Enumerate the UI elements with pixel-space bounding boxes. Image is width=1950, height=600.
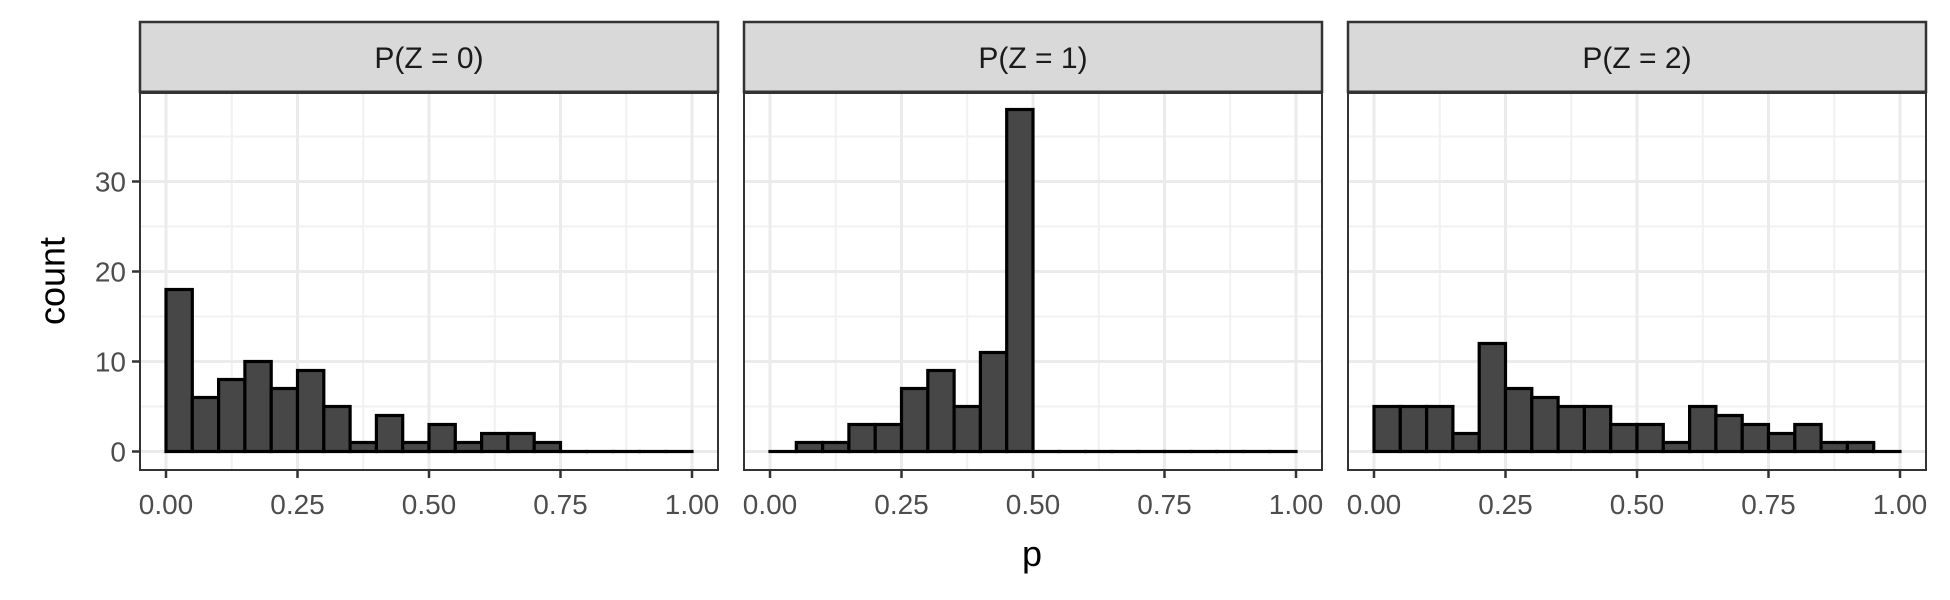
histogram-bar (322, 404, 352, 454)
x-tick-label: 0.00 (139, 489, 194, 520)
x-axis-title: p (1022, 533, 1042, 574)
histogram-bar (295, 368, 326, 454)
histogram-bar (480, 431, 510, 454)
facet-strip (138, 20, 720, 94)
histogram-bar (190, 395, 221, 454)
x-tick-label: 0.25 (270, 489, 325, 520)
x-tick-label: 0.25 (874, 489, 929, 520)
histogram-bar (794, 440, 825, 454)
histogram-bar (952, 404, 982, 454)
histogram-bar (1740, 422, 1771, 454)
histogram-bar (243, 359, 273, 454)
histogram-bar (401, 440, 431, 454)
histogram-bar (506, 431, 536, 454)
histogram-bar (899, 386, 930, 454)
histogram-bar (1582, 404, 1613, 454)
y-tick-label: 30 (95, 167, 126, 198)
y-axis-title: count (32, 237, 73, 325)
histogram-bar (873, 422, 904, 454)
histogram-bar (926, 368, 956, 454)
facet-strip (742, 20, 1324, 94)
histogram-bar (978, 350, 1009, 454)
histogram-bar (1687, 404, 1718, 454)
histogram-bar (1503, 386, 1534, 454)
facet-strip-label: P(Z = 0) (374, 42, 483, 75)
histogram-bar (1556, 404, 1586, 454)
histogram-bar (532, 440, 563, 454)
x-tick-label: 0.75 (533, 489, 588, 520)
histogram-bar (374, 413, 405, 454)
histogram-bar (1714, 413, 1744, 454)
x-tick-label: 0.75 (1137, 489, 1192, 520)
histogram-bar (820, 440, 851, 454)
histogram-bar (847, 422, 877, 454)
x-tick-label: 0.75 (1741, 489, 1796, 520)
x-tick-label: 1.00 (1873, 489, 1928, 520)
x-tick-label: 0.00 (743, 489, 798, 520)
x-tick-label: 0.50 (1006, 489, 1061, 520)
facet-strip (1346, 20, 1928, 94)
y-tick-label: 0 (110, 437, 126, 468)
histogram-bar (1005, 107, 1035, 454)
y-tick-label: 10 (95, 347, 126, 378)
x-tick-label: 0.50 (1610, 489, 1665, 520)
x-tick-label: 0.25 (1478, 489, 1533, 520)
histogram-bar (269, 386, 300, 454)
facet-strip-label: P(Z = 1) (978, 42, 1087, 75)
histogram-bar (1398, 404, 1429, 454)
histogram-bar (1635, 422, 1665, 454)
x-tick-label: 0.50 (402, 489, 457, 520)
histogram-bar (1609, 422, 1639, 454)
histogram-bar (164, 287, 194, 454)
histogram-bar (217, 377, 247, 454)
histogram-bar (453, 440, 484, 454)
histogram-bar (1766, 431, 1797, 454)
histogram-bar (348, 440, 379, 454)
histogram-bar (427, 422, 457, 454)
x-tick-label: 1.00 (665, 489, 720, 520)
histogram-bar (1661, 440, 1692, 454)
histogram-bar (1845, 440, 1876, 454)
histogram-bar (1530, 395, 1560, 454)
histogram-bar (1372, 404, 1402, 454)
x-tick-label: 1.00 (1269, 489, 1324, 520)
histogram-bar (1819, 440, 1849, 454)
histogram-bar (1477, 341, 1508, 454)
histogram-bar (1424, 404, 1455, 454)
facet-strip-label: P(Z = 2) (1582, 42, 1691, 75)
y-tick-label: 20 (95, 257, 126, 288)
histogram-bar (1451, 431, 1481, 454)
histogram-bar (1793, 422, 1823, 454)
x-tick-label: 0.00 (1347, 489, 1402, 520)
